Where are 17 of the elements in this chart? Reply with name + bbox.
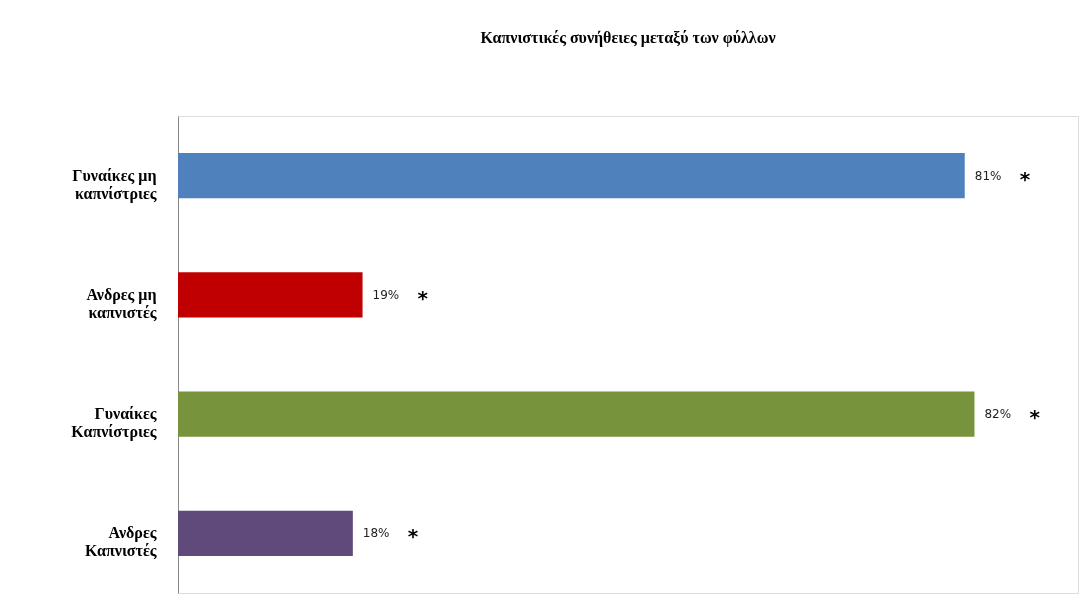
annotation: * (407, 524, 419, 549)
bar (178, 152, 965, 199)
data-label: 18% (362, 526, 390, 541)
annotation: * (1029, 405, 1041, 430)
data-label: 82% (984, 407, 1012, 422)
data-label: 81% (974, 168, 1002, 183)
data-label: 19% (372, 287, 400, 302)
annotation: * (417, 285, 429, 310)
bar (178, 272, 363, 318)
y-tick-label: Ανδρες μη καπνιστές (86, 285, 157, 322)
chart-title: Καπνιστικές συνήθειες μεταξύ των φύλλων (480, 29, 776, 47)
annotation: * (1019, 166, 1031, 191)
bar (178, 391, 975, 437)
y-tick-label: Γυναίκες Καπνίστριες (71, 405, 157, 442)
y-tick-label: Ανδρες Καπνιστές (84, 524, 157, 561)
y-tick-label: Γυναίκες μη καπνίστριες (72, 166, 157, 203)
bar (178, 510, 353, 557)
